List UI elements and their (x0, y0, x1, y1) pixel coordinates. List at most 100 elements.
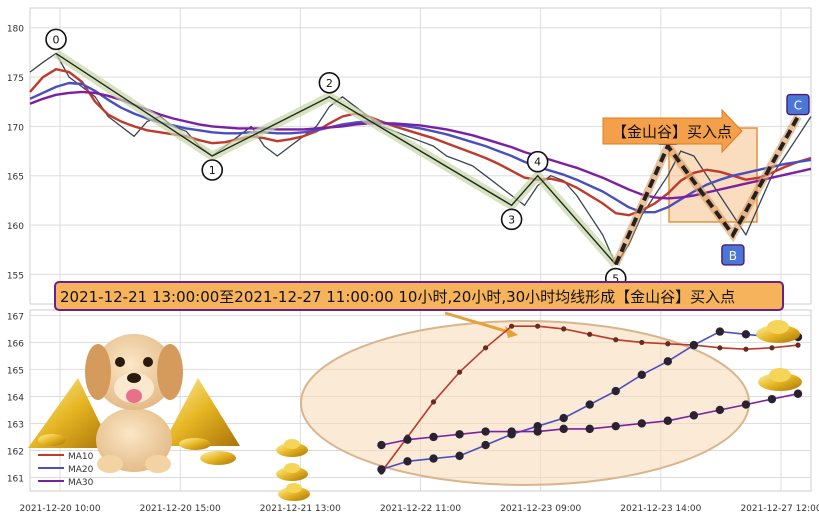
pivot-marker (526, 150, 549, 173)
ma-point (769, 345, 775, 351)
gold-pyramid-left (28, 378, 112, 448)
pivot-label: 4 (534, 156, 541, 169)
highlight-ellipse (300, 320, 750, 486)
x-tick-label: 2021-12-27 12:00 (740, 504, 819, 514)
ma-point (455, 451, 464, 461)
ma-point (587, 331, 593, 337)
ma-point (795, 342, 801, 348)
ma-point (403, 457, 412, 466)
legend-label-ma10: MA10 (68, 452, 94, 462)
ma-point (429, 432, 438, 442)
pattern-banner-text: 2021-12-21 13:00:00至2021-12-27 11:00:00 … (60, 288, 735, 306)
ma-point (535, 323, 541, 329)
pivot-label: 2 (326, 77, 333, 90)
ma-point (455, 430, 464, 439)
ma-point (663, 416, 673, 425)
ma-point (507, 427, 516, 436)
zigzag-layer: 012345ABC (45, 28, 810, 290)
gold-ingot-icon (276, 463, 308, 481)
buy-point-marker (721, 244, 745, 266)
y-tick-label: 165 (7, 173, 24, 183)
gold-ingot-icon (758, 368, 802, 391)
x-tick-label: 2021-12-23 14:00 (620, 504, 701, 514)
axis-ticks: 155 160 165 170 175 180 161 162 163 164 165 166 167 2… (7, 25, 819, 514)
zigzag-line (55, 52, 617, 265)
pivot-marker (318, 72, 341, 94)
buy-point-callout-label: 【金山谷】买入点 (612, 123, 732, 141)
ma-point (637, 419, 646, 428)
ma-point (743, 346, 749, 352)
ma-point (717, 345, 723, 351)
y-tick-label: 165 (7, 366, 24, 376)
ma-point (481, 440, 490, 450)
ma-point (377, 465, 386, 474)
ma-point (533, 427, 542, 436)
ma-point (611, 421, 620, 431)
y-tick-label: 170 (7, 123, 24, 133)
legend-label-ma30: MA30 (68, 478, 94, 488)
ma-point (456, 369, 463, 375)
y-tick-label: 175 (7, 74, 24, 84)
y-tick-label: 162 (7, 447, 24, 457)
x-tick-label: 2021-12-22 11:00 (380, 504, 461, 514)
ma-point (403, 435, 412, 444)
x-tick-label: 2021-12-20 15:00 (140, 504, 221, 514)
gold-ingot-icon (276, 439, 308, 457)
ma-point (585, 400, 594, 409)
y-tick-label: 160 (7, 222, 24, 232)
ma-point (613, 337, 619, 343)
ma-point (689, 340, 699, 350)
ma-point (715, 405, 725, 415)
y-tick-label: 163 (7, 420, 24, 430)
ma-point (611, 386, 620, 396)
gold-ingot-icon (278, 483, 310, 501)
ma-point (741, 330, 751, 339)
puppy-gold-illustration (28, 334, 240, 473)
y-tick-label: 167 (7, 312, 24, 322)
pivot-marker (500, 208, 523, 231)
ma-layer (377, 323, 803, 475)
gold-ingot-icon (756, 320, 800, 343)
ma-point (430, 399, 437, 405)
pivot-marker (201, 159, 224, 181)
pattern-banner: 2021-12-21 13:00:00至2021-12-27 11:00:00 … (54, 281, 784, 311)
gold-ingot-icons (276, 320, 802, 501)
ma-point (665, 341, 671, 347)
ma-point (793, 389, 803, 398)
ma-point (767, 394, 777, 404)
x-tick-label: 2021-12-20 10:00 (19, 504, 100, 514)
ma-point (482, 345, 489, 351)
ma-point (689, 411, 699, 420)
buy-point-label: B (729, 249, 737, 263)
ma-point (429, 454, 438, 463)
y-tick-label: 164 (7, 393, 24, 403)
highlight-arrow (444, 311, 513, 335)
ma-point (585, 424, 594, 434)
pivot-label: 0 (53, 33, 60, 46)
ma-point (509, 323, 515, 329)
y-tick-label: 166 (7, 339, 24, 349)
y-tick-label: 161 (7, 474, 24, 484)
y-tick-label: 180 (7, 25, 24, 35)
y-tick-label: 155 (7, 271, 24, 281)
dog-icon (85, 334, 183, 473)
pivot-marker (45, 28, 67, 51)
legend: MA10 MA20 MA30 (38, 452, 94, 488)
buy-path-line (613, 115, 800, 266)
pivot-label: 1 (209, 164, 216, 177)
ma-point (559, 413, 568, 423)
gold-pyramid-right (162, 378, 240, 446)
ma-point (637, 370, 646, 380)
ma-line (29, 67, 812, 217)
legend-label-ma20: MA20 (68, 465, 94, 475)
ma-point (481, 427, 490, 436)
ma-point (663, 357, 673, 366)
buy-point-callout: 【金山谷】买入点 (602, 108, 743, 154)
x-tick-label: 2021-12-23 09:00 (500, 504, 581, 514)
buy-point-marker (786, 93, 810, 116)
ma-point (715, 327, 725, 336)
ma-point (741, 400, 751, 409)
buy-point-label: C (794, 99, 802, 113)
ma-point (377, 440, 386, 450)
